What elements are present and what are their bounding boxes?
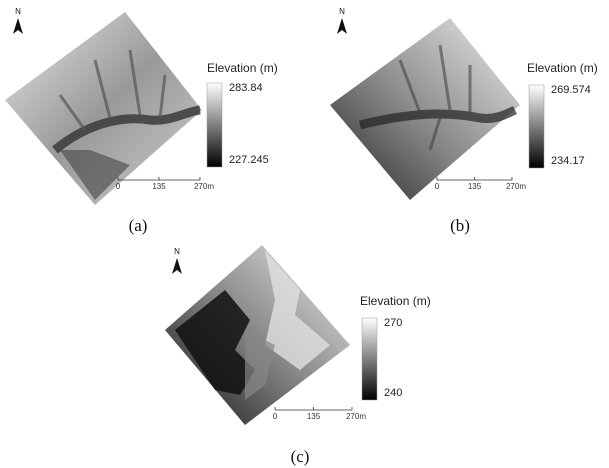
caption: (a) bbox=[129, 216, 148, 235]
elevation-map-a bbox=[5, 12, 202, 205]
legend-min: 240 bbox=[384, 387, 402, 399]
scale-label: 0 bbox=[435, 182, 440, 191]
north-label: N bbox=[15, 7, 21, 16]
north-label: N bbox=[339, 7, 345, 16]
scale-label: 270m bbox=[506, 182, 526, 191]
legend-min: 227.245 bbox=[229, 154, 269, 166]
legend-max: 283.84 bbox=[229, 82, 263, 94]
elevation-map-b bbox=[330, 18, 520, 200]
north-arrow bbox=[337, 18, 347, 34]
scale-label: 0 bbox=[116, 182, 121, 191]
scale-label: 270m bbox=[194, 182, 214, 191]
caption: (c) bbox=[291, 447, 310, 466]
legend-bar bbox=[529, 85, 544, 168]
legend-title: Elevation (m) bbox=[207, 61, 278, 75]
scale-label: 135 bbox=[468, 182, 482, 191]
caption: (b) bbox=[450, 216, 470, 235]
figure: N Elevation (m) 283.84 227.245 0 135 270m (a) N E… bbox=[0, 0, 609, 468]
legend-title: Elevation (m) bbox=[360, 294, 431, 308]
scale-label: 0 bbox=[273, 412, 278, 421]
scale-label: 270m bbox=[346, 412, 366, 421]
legend-title: Elevation (m) bbox=[527, 61, 598, 75]
scale-label: 135 bbox=[152, 182, 166, 191]
legend-max: 269.574 bbox=[551, 84, 591, 96]
legend-min: 234.17 bbox=[551, 155, 585, 167]
north-label: N bbox=[174, 247, 180, 256]
elevation-map-c bbox=[165, 245, 350, 425]
scale-label: 135 bbox=[307, 412, 321, 421]
legend-bar bbox=[207, 83, 222, 167]
legend-max: 270 bbox=[384, 317, 402, 329]
north-arrow bbox=[13, 18, 23, 34]
legend-bar bbox=[362, 318, 377, 400]
north-arrow bbox=[172, 258, 182, 274]
